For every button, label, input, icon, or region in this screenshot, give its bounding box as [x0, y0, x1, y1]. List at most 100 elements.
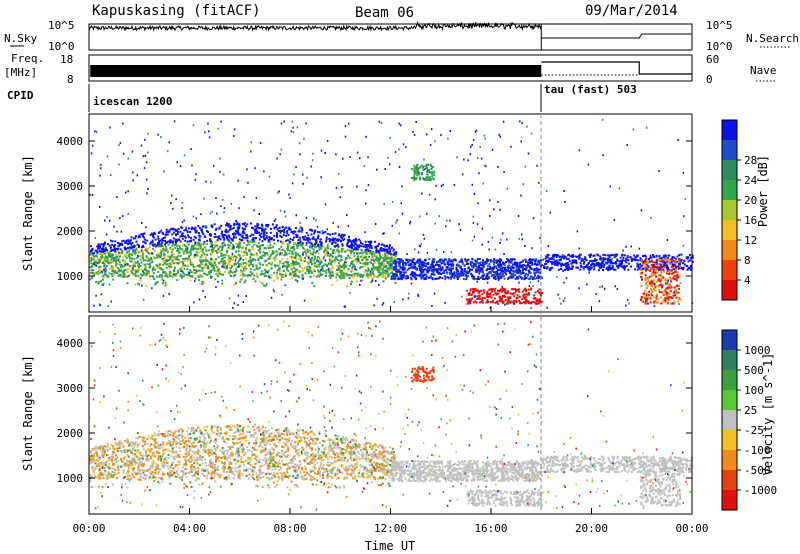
echo-cell [335, 256, 338, 259]
echo-cell [626, 256, 629, 259]
echo-cell [471, 275, 474, 277]
echo-cell [498, 300, 501, 303]
echo-cell [211, 245, 213, 248]
echo-cell [291, 263, 294, 266]
echo-cell [365, 255, 367, 258]
echo-cell [450, 268, 453, 271]
echo-cell [353, 248, 356, 251]
echo-cell [237, 223, 240, 226]
echo-cell [219, 249, 222, 252]
echo-cell [326, 228, 329, 231]
echo-cell [292, 247, 295, 249]
echo-cell [281, 225, 284, 228]
echo-cell [244, 262, 247, 265]
echo-cell [317, 234, 320, 237]
echo-cell [186, 268, 189, 271]
echo-cell [636, 262, 639, 265]
echo-cell [359, 262, 362, 264]
echo-cell [243, 274, 246, 277]
echo-cell [590, 260, 593, 263]
echo-cell [319, 245, 322, 248]
echo-cell [625, 264, 628, 267]
echo-cell [473, 264, 476, 267]
echo-cell [350, 280, 353, 283]
echo-cell [347, 268, 350, 270]
echo-cell [242, 301, 245, 303]
echo-cell [327, 247, 329, 250]
echo-cell [312, 251, 315, 253]
echo-cell [89, 253, 92, 256]
echo-cell [125, 264, 128, 267]
echo-cell [287, 245, 290, 248]
echo-cell [101, 256, 104, 258]
echo-cell [265, 232, 268, 235]
echo-cell [152, 235, 155, 238]
echo-cell [678, 254, 681, 257]
echo-cell [316, 258, 319, 261]
echo-cell [281, 243, 284, 245]
echo-cell [503, 253, 505, 255]
echo-cell [473, 235, 476, 238]
echo-cell [548, 268, 551, 271]
echo-cell [431, 272, 433, 275]
echo-cell [486, 260, 489, 262]
echo-cell [218, 268, 220, 271]
echo-cell [249, 258, 252, 261]
echo-cell [448, 260, 451, 263]
echo-cell [128, 265, 131, 267]
echo-cell [332, 260, 335, 263]
echo-cell [146, 247, 149, 250]
echo-cell [279, 209, 282, 212]
echo-cell [261, 223, 263, 226]
echo-cell [673, 274, 676, 277]
echo-cell [200, 242, 203, 245]
echo-cell [268, 262, 271, 265]
echo-cell [131, 265, 134, 268]
echo-cell [217, 127, 219, 130]
echo-cell [226, 237, 229, 240]
echo-cell [196, 254, 199, 257]
echo-cell [588, 254, 591, 257]
echo-cell [582, 262, 585, 265]
echo-cell [673, 277, 676, 280]
echo-cell [299, 227, 302, 230]
echo-cell [500, 275, 503, 278]
echo-cell [436, 263, 439, 266]
echo-cell [133, 252, 136, 255]
echo-cell [104, 256, 107, 259]
echo-cell [343, 273, 346, 276]
echo-cell [320, 238, 322, 241]
echo-cell [597, 264, 600, 267]
echo-cell [134, 283, 137, 286]
echo-cell [136, 264, 139, 267]
echo-cell [234, 263, 237, 266]
echo-cell [221, 265, 224, 268]
echo-cell [276, 276, 279, 279]
echo-cell [160, 251, 162, 254]
echo-cell [532, 300, 535, 303]
echo-cell [222, 236, 225, 239]
echo-cell [238, 254, 241, 257]
echo-cell [228, 257, 231, 260]
echo-cell [370, 258, 373, 261]
echo-cell [133, 246, 136, 249]
echo-cell [607, 261, 610, 264]
echo-cell [492, 277, 495, 280]
echo-cell [565, 257, 568, 260]
echo-cell [198, 259, 201, 262]
echo-cell [127, 157, 129, 160]
echo-cell [654, 273, 657, 276]
echo-cell [539, 237, 541, 240]
echo-cell [492, 288, 494, 291]
echo-cell [117, 251, 120, 254]
echo-cell [385, 266, 388, 269]
echo-cell [625, 257, 628, 260]
echo-cell [120, 269, 122, 272]
echo-cell [443, 275, 446, 278]
echo-cell [254, 280, 257, 283]
echo-cell [653, 285, 656, 288]
echo-cell [376, 259, 379, 262]
echo-cell [529, 259, 532, 262]
echo-cell [115, 262, 118, 265]
echo-cell [314, 230, 316, 233]
